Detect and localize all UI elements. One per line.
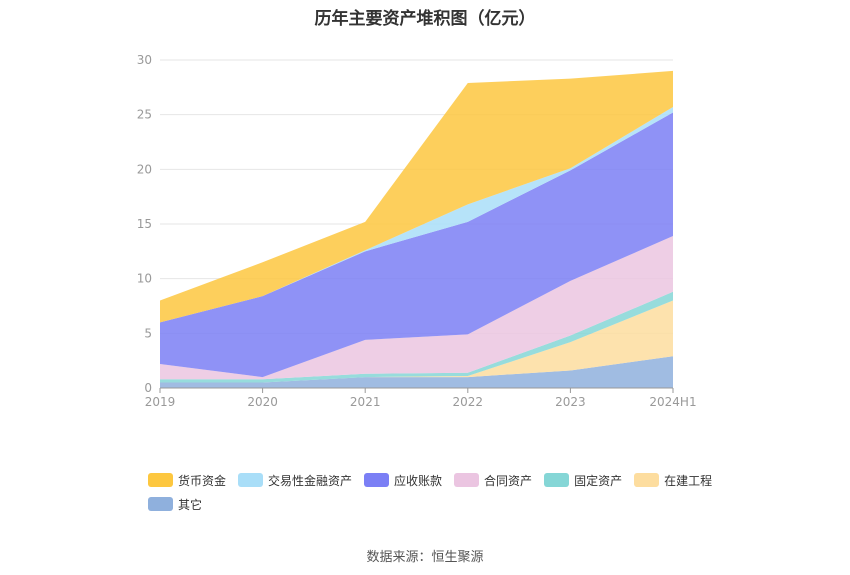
legend-swatch [148, 497, 173, 511]
chart-title: 历年主要资产堆积图（亿元） [314, 9, 536, 29]
legend-label: 固定资产 [574, 473, 623, 488]
x-tick-label: 2023 [555, 395, 586, 409]
y-tick-label: 30 [137, 53, 152, 67]
legend-item[interactable]: 在建工程 [634, 471, 712, 489]
y-tick-label: 15 [137, 217, 152, 231]
area-应收账款 [160, 112, 673, 378]
y-tick-label: 10 [137, 272, 152, 286]
area-货币资金 [160, 70, 673, 323]
x-tick-label: 2024H1 [649, 395, 696, 409]
area-在建工程 [160, 300, 673, 383]
legend-item[interactable]: 货币资金 [148, 471, 226, 489]
legend: 货币资金 交易性金融资产 应收账款 合同资产 固定资产 在建工程其它 [148, 471, 728, 519]
y-tick-label: 0 [144, 381, 152, 395]
area-series [160, 70, 673, 388]
legend-swatch [544, 473, 570, 487]
y-tick-label: 25 [137, 108, 152, 122]
area-合同资产 [160, 236, 673, 380]
area-固定资产 [160, 291, 673, 383]
x-tick-label: 2021 [350, 395, 381, 409]
legend-swatch [634, 473, 660, 487]
legend-label: 合同资产 [484, 473, 533, 488]
legend-label: 交易性金融资产 [268, 473, 353, 488]
axes: 0 5 10 15 20 25 30 2019 2020 2021 2022 2023 2024H1 [137, 53, 697, 409]
legend-swatch [238, 473, 264, 487]
x-tick-label: 2019 [145, 395, 176, 409]
legend-label: 应收账款 [394, 473, 443, 488]
area-其它 [160, 356, 673, 388]
data-source-note: 数据来源：恒生聚源 [366, 550, 484, 565]
legend-item[interactable]: 合同资产 [454, 471, 532, 489]
legend-item[interactable]: 应收账款 [364, 471, 442, 489]
legend-swatch [454, 473, 480, 487]
y-tick-label: 20 [137, 162, 152, 176]
x-tick-label: 2022 [453, 395, 484, 409]
legend-swatch [364, 473, 390, 487]
legend-label: 货币资金 [178, 473, 227, 488]
legend-label: 在建工程 [664, 473, 713, 488]
x-tick-label: 2020 [247, 395, 278, 409]
legend-item[interactable]: 交易性金融资产 [238, 471, 352, 489]
y-tick-label: 5 [144, 326, 152, 340]
legend-label: 其它 [178, 497, 203, 512]
legend-swatch [148, 473, 173, 487]
legend-item[interactable]: 其它 [148, 495, 202, 513]
legend-item[interactable]: 固定资产 [544, 471, 622, 489]
